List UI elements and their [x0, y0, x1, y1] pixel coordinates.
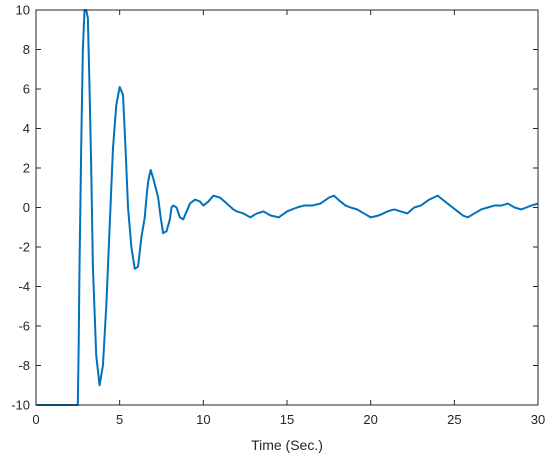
- y-tick-label: 4: [23, 121, 30, 136]
- y-tick-label: -10: [11, 398, 30, 413]
- y-tick-label: 10: [16, 3, 30, 18]
- y-tick-label: -4: [18, 279, 30, 294]
- y-tick-label: -2: [18, 240, 30, 255]
- axes-box: [35, 9, 539, 406]
- series-layer: [36, 9, 539, 406]
- y-tick-label: 0: [23, 200, 30, 215]
- x-tick-label: 0: [32, 412, 39, 427]
- x-tick-label: 5: [116, 412, 123, 427]
- y-tick-label: 6: [23, 82, 30, 97]
- y-tick-label: -6: [18, 319, 30, 334]
- x-axis-title: Time (Sec.): [251, 437, 323, 453]
- x-tick-label: 20: [363, 412, 377, 427]
- x-tick-label: 25: [447, 412, 461, 427]
- y-tick-label: 2: [23, 161, 30, 176]
- series-line: [36, 9, 539, 406]
- x-tick-label: 30: [531, 412, 545, 427]
- y-tick-label: 8: [23, 42, 30, 57]
- x-tick-label: 15: [280, 412, 294, 427]
- x-axis-tick-labels: 0 5 10 15 20 25 30: [32, 412, 545, 427]
- x-tick-label: 10: [196, 412, 210, 427]
- plot-area: [36, 10, 538, 405]
- y-axis-tick-labels: 10 8 6 4 2 0 -2 -4 -6 -8 -10: [11, 3, 30, 413]
- y-tick-label: -8: [18, 358, 30, 373]
